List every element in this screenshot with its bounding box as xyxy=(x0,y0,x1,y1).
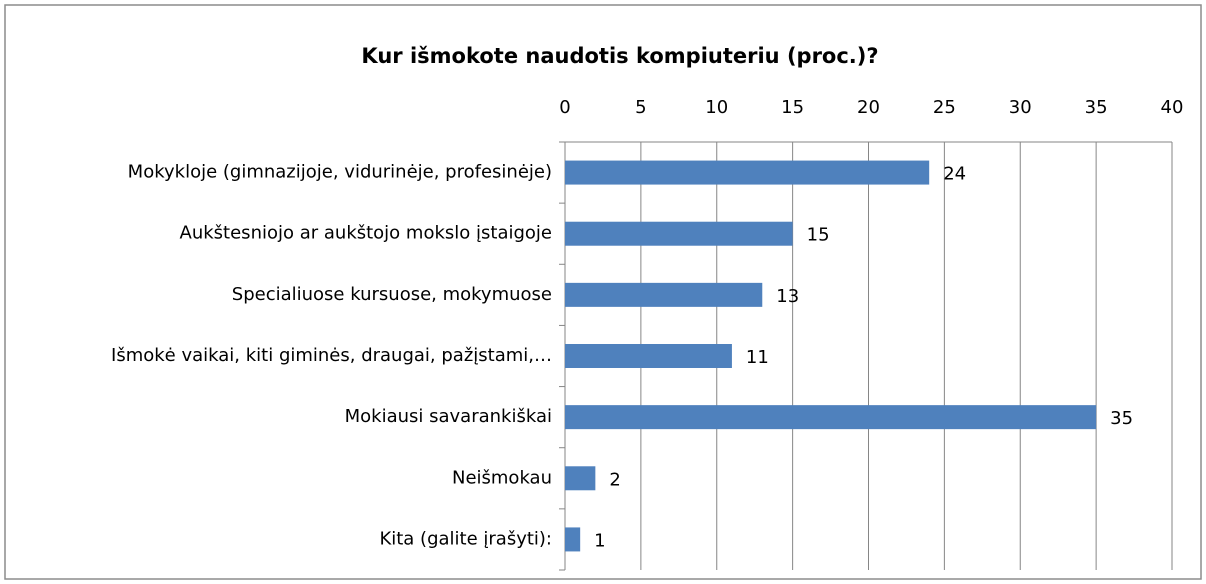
data-label: 2 xyxy=(609,469,620,490)
bar xyxy=(565,221,793,246)
y-tick-label: Specialiuose kursuose, mokymuose xyxy=(232,284,552,305)
y-tick-label: Mokiausi savarankiškai xyxy=(345,406,552,427)
x-tick-label: 0 xyxy=(559,97,570,118)
x-tick-label: 30 xyxy=(1009,97,1032,118)
data-label: 24 xyxy=(943,164,966,185)
bar xyxy=(565,466,596,491)
y-tick-label: Aukštesniojo ar aukštojo mokslo įstaigoj… xyxy=(180,223,552,244)
x-tick-label: 40 xyxy=(1161,97,1184,118)
x-tick-label: 35 xyxy=(1085,97,1108,118)
data-label: 13 xyxy=(776,286,799,307)
x-tick-label: 25 xyxy=(933,97,956,118)
data-label: 11 xyxy=(746,347,769,368)
y-tick-label: Mokykloje (gimnazijoje, vidurinėje, prof… xyxy=(128,162,552,183)
y-tick-label: Išmokė vaikai, kiti giminės, draugai, pa… xyxy=(111,345,552,366)
data-label: 35 xyxy=(1110,408,1133,429)
x-tick-label: 5 xyxy=(635,97,646,118)
bar xyxy=(565,527,581,552)
y-tick-label: Neišmokau xyxy=(452,467,552,488)
x-tick-label: 20 xyxy=(857,97,880,118)
data-label: 15 xyxy=(807,225,830,246)
bar xyxy=(565,344,732,368)
bar xyxy=(565,405,1097,430)
bar xyxy=(565,282,763,307)
bar xyxy=(565,160,930,185)
y-tick-label: Kita (galite įrašyti): xyxy=(379,528,552,549)
chart-title: Kur išmokote naudotis kompiuteriu (proc.… xyxy=(361,44,878,68)
x-tick-label: 15 xyxy=(781,97,804,118)
x-tick-label: 10 xyxy=(705,97,728,118)
data-label: 1 xyxy=(594,530,605,551)
